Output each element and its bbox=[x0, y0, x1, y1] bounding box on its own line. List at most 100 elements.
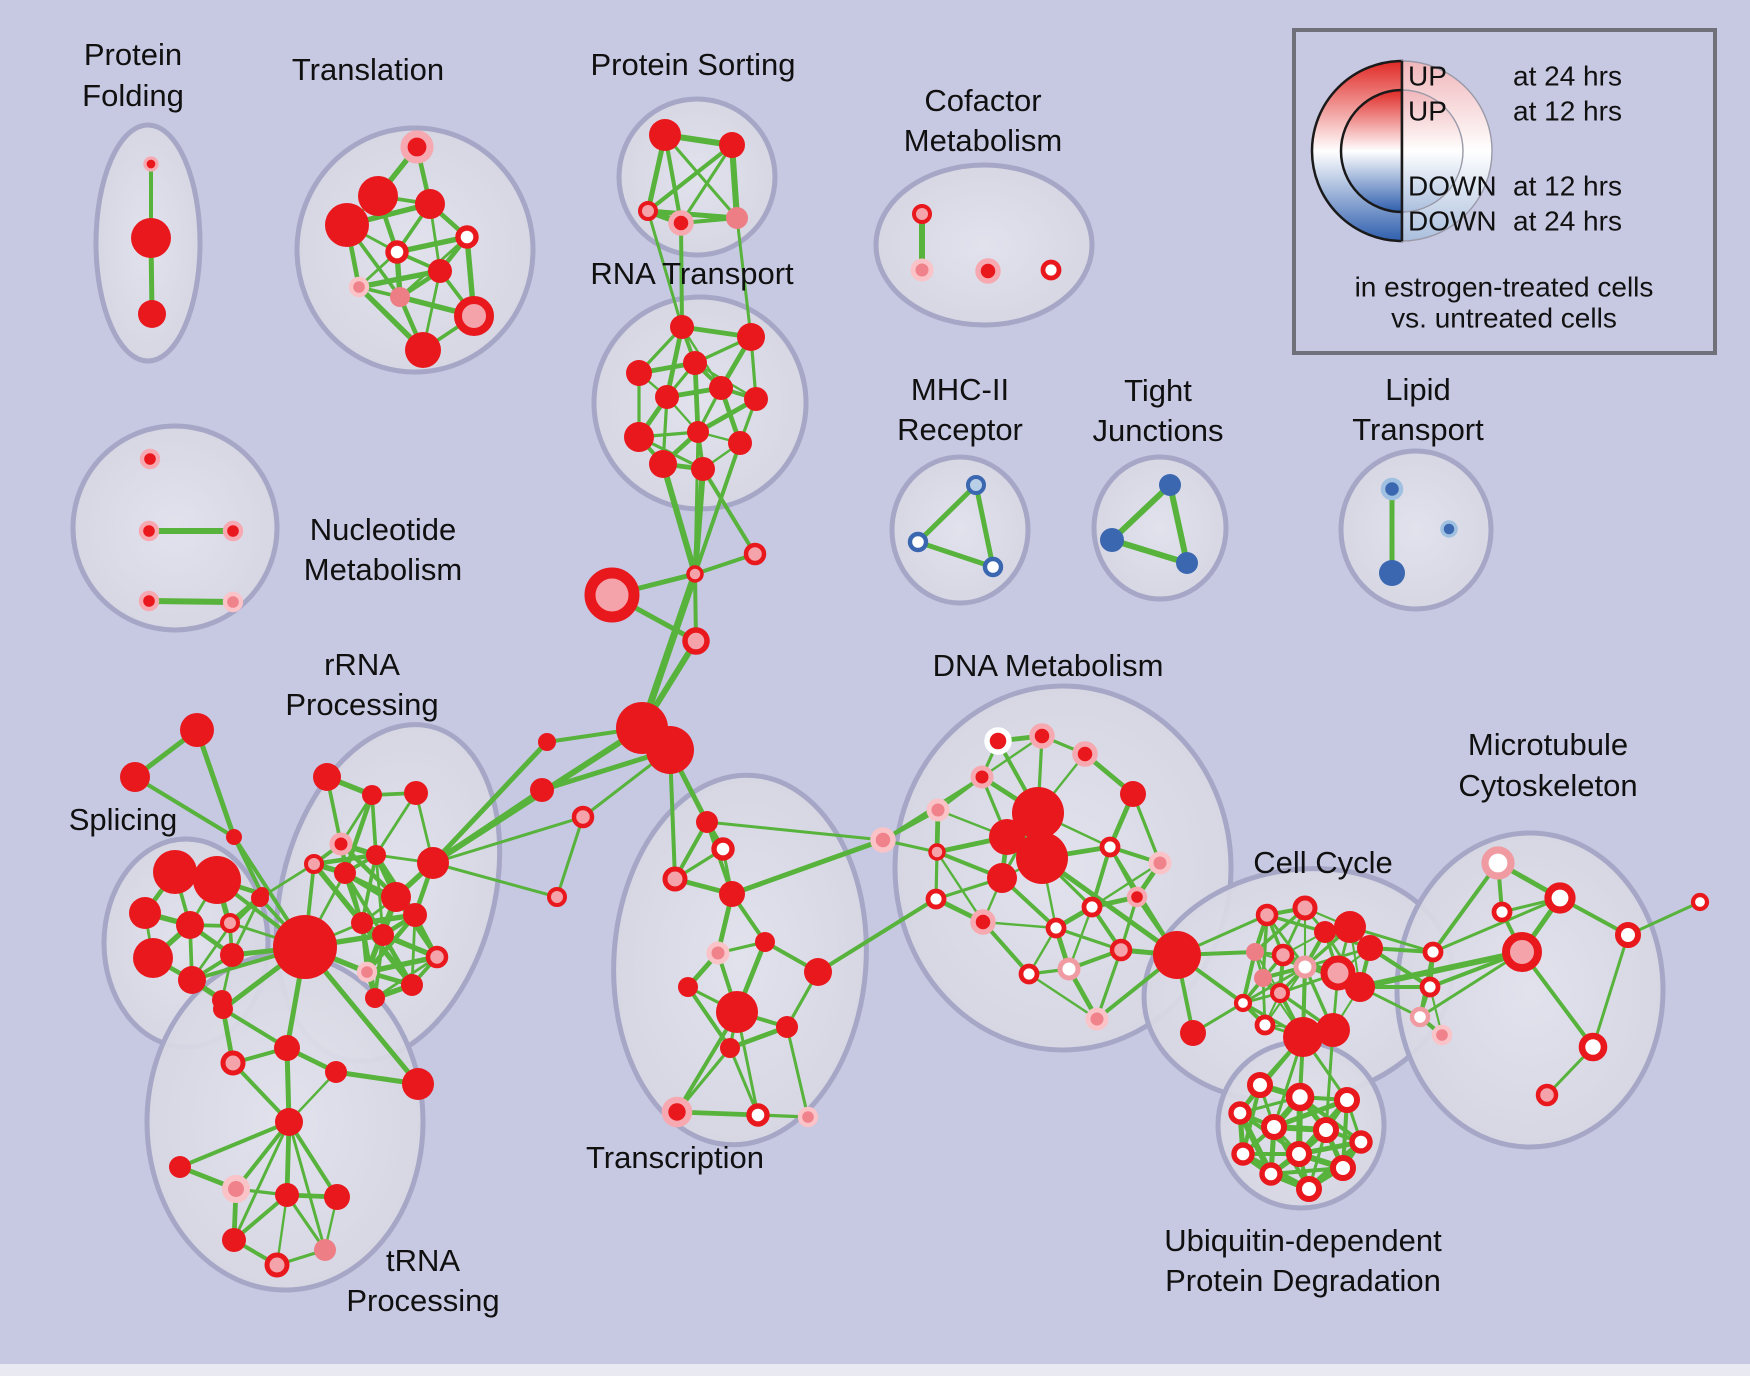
network-node-cofactor-metabolism[interactable] bbox=[910, 258, 934, 282]
network-node-translation[interactable] bbox=[415, 189, 445, 219]
network-node-dna-metabolism[interactable] bbox=[1126, 886, 1148, 908]
network-node-trna-processing[interactable] bbox=[275, 1183, 299, 1207]
network-node-connectors[interactable] bbox=[547, 887, 567, 907]
network-node-cell-cycle[interactable] bbox=[1357, 935, 1383, 961]
network-node-rrna-processing[interactable] bbox=[425, 945, 449, 969]
network-node-transcription[interactable] bbox=[755, 932, 775, 952]
network-node-rrna-processing[interactable] bbox=[365, 988, 385, 1008]
network-node-microtubule-cytoskeleton[interactable] bbox=[1502, 932, 1542, 972]
network-node-protein-folding[interactable] bbox=[138, 300, 166, 328]
network-node-rna-transport[interactable] bbox=[670, 315, 694, 339]
network-node-cell-cycle[interactable] bbox=[1271, 943, 1295, 967]
network-node-transcription[interactable] bbox=[716, 991, 758, 1033]
network-node-lipid-transport[interactable] bbox=[1379, 560, 1405, 586]
network-node-trna-processing[interactable] bbox=[402, 1068, 434, 1100]
network-node-trna-processing[interactable] bbox=[213, 999, 233, 1019]
network-node-cell-cycle[interactable] bbox=[1254, 969, 1272, 987]
network-node-dna-metabolism[interactable] bbox=[987, 863, 1017, 893]
network-node-lipid-transport[interactable] bbox=[1440, 520, 1458, 538]
network-node-rrna-processing[interactable] bbox=[372, 924, 394, 946]
network-node-dna-metabolism[interactable] bbox=[1085, 1007, 1109, 1031]
network-node-transcription[interactable] bbox=[746, 1103, 770, 1127]
network-node-microtubule-cytoskeleton[interactable] bbox=[1481, 846, 1515, 880]
network-node-nucleotide-metabolism[interactable] bbox=[138, 590, 160, 612]
network-node-connectors[interactable] bbox=[120, 762, 150, 792]
network-node-rrna-processing[interactable] bbox=[304, 854, 324, 874]
network-node-dna-metabolism[interactable] bbox=[1016, 832, 1068, 884]
network-node-dna-metabolism[interactable] bbox=[1057, 957, 1081, 981]
network-node-connectors[interactable] bbox=[686, 565, 704, 583]
network-node-rna-transport[interactable] bbox=[687, 421, 709, 443]
network-node-connectors[interactable] bbox=[530, 778, 554, 802]
network-node-cell-cycle[interactable] bbox=[1345, 972, 1375, 1002]
network-node-ubiquitin-degradation[interactable] bbox=[1286, 1141, 1312, 1167]
network-node-rna-transport[interactable] bbox=[728, 431, 752, 455]
network-node-cell-cycle[interactable] bbox=[1431, 1024, 1453, 1046]
network-node-microtubule-cytoskeleton[interactable] bbox=[1578, 1032, 1608, 1062]
network-node-splicing[interactable] bbox=[193, 856, 241, 904]
network-node-rrna-processing[interactable] bbox=[329, 832, 353, 856]
network-node-cell-cycle[interactable] bbox=[1334, 911, 1366, 943]
network-node-cell-cycle[interactable] bbox=[1314, 921, 1336, 943]
network-node-translation[interactable] bbox=[348, 276, 370, 298]
network-node-transcription[interactable] bbox=[678, 977, 698, 997]
network-node-rrna-processing[interactable] bbox=[273, 915, 337, 979]
network-node-dna-metabolism[interactable] bbox=[970, 909, 996, 935]
network-node-dna-metabolism[interactable] bbox=[989, 819, 1025, 855]
network-node-rna-transport[interactable] bbox=[649, 450, 677, 478]
network-node-mhc-ii-receptor[interactable] bbox=[907, 531, 929, 553]
network-node-protein-sorting[interactable] bbox=[726, 207, 748, 229]
network-node-rrna-processing[interactable] bbox=[220, 913, 240, 933]
network-node-trna-processing[interactable] bbox=[264, 1252, 290, 1278]
network-node-rrna-processing[interactable] bbox=[403, 903, 427, 927]
network-node-ubiquitin-degradation[interactable] bbox=[1349, 1130, 1373, 1154]
network-node-rna-transport[interactable] bbox=[744, 387, 768, 411]
network-node-splicing[interactable] bbox=[220, 943, 244, 967]
network-node-ubiquitin-degradation[interactable] bbox=[1330, 1155, 1356, 1181]
network-node-dna-metabolism[interactable] bbox=[1148, 851, 1172, 875]
network-node-cell-cycle[interactable] bbox=[1255, 903, 1279, 927]
network-node-rna-transport[interactable] bbox=[709, 376, 733, 400]
network-node-rrna-processing[interactable] bbox=[401, 974, 423, 996]
network-node-rna-transport[interactable] bbox=[691, 457, 715, 481]
network-node-nucleotide-metabolism[interactable] bbox=[222, 591, 244, 613]
network-node-transcription[interactable] bbox=[696, 811, 718, 833]
network-node-nucleotide-metabolism[interactable] bbox=[138, 520, 160, 542]
network-node-translation[interactable] bbox=[428, 259, 452, 283]
network-node-rrna-processing[interactable] bbox=[351, 912, 373, 934]
network-node-cofactor-metabolism[interactable] bbox=[912, 204, 932, 224]
network-node-cell-cycle[interactable] bbox=[1422, 941, 1444, 963]
network-node-rna-transport[interactable] bbox=[737, 323, 765, 351]
network-node-connectors[interactable] bbox=[538, 733, 556, 751]
network-node-ubiquitin-degradation[interactable] bbox=[1334, 1087, 1360, 1113]
network-node-connectors[interactable] bbox=[584, 567, 640, 623]
network-node-translation[interactable] bbox=[454, 296, 494, 336]
network-node-dna-metabolism[interactable] bbox=[1120, 781, 1146, 807]
network-node-rna-transport[interactable] bbox=[624, 422, 654, 452]
network-node-microtubule-cytoskeleton[interactable] bbox=[1535, 1083, 1559, 1107]
network-node-tight-junctions[interactable] bbox=[1100, 528, 1124, 552]
network-node-splicing[interactable] bbox=[129, 897, 161, 929]
network-node-dna-metabolism[interactable] bbox=[928, 843, 946, 861]
network-node-cell-cycle[interactable] bbox=[1409, 1006, 1431, 1028]
network-node-cell-cycle[interactable] bbox=[1419, 976, 1441, 998]
network-node-cell-cycle[interactable] bbox=[1293, 955, 1317, 979]
network-node-dna-metabolism[interactable] bbox=[1072, 741, 1098, 767]
network-node-connectors[interactable] bbox=[1153, 931, 1201, 979]
network-node-rrna-processing[interactable] bbox=[366, 845, 386, 865]
network-node-ubiquitin-degradation[interactable] bbox=[1247, 1072, 1273, 1098]
network-node-ubiquitin-degradation[interactable] bbox=[1231, 1142, 1255, 1166]
network-node-dna-metabolism[interactable] bbox=[1099, 836, 1121, 858]
network-node-splicing[interactable] bbox=[133, 938, 173, 978]
network-node-rrna-processing[interactable] bbox=[362, 785, 382, 805]
network-node-dna-metabolism[interactable] bbox=[1012, 787, 1064, 839]
network-node-tight-junctions[interactable] bbox=[1176, 552, 1198, 574]
network-node-transcription[interactable] bbox=[661, 1096, 693, 1128]
network-node-cell-cycle[interactable] bbox=[1246, 943, 1264, 961]
network-node-transcription[interactable] bbox=[804, 958, 832, 986]
network-node-dna-metabolism[interactable] bbox=[1029, 723, 1055, 749]
network-node-dna-metabolism[interactable] bbox=[1081, 896, 1103, 918]
network-node-translation[interactable] bbox=[385, 240, 409, 264]
network-node-protein-folding[interactable] bbox=[143, 156, 159, 172]
network-node-ubiquitin-degradation[interactable] bbox=[1228, 1101, 1252, 1125]
